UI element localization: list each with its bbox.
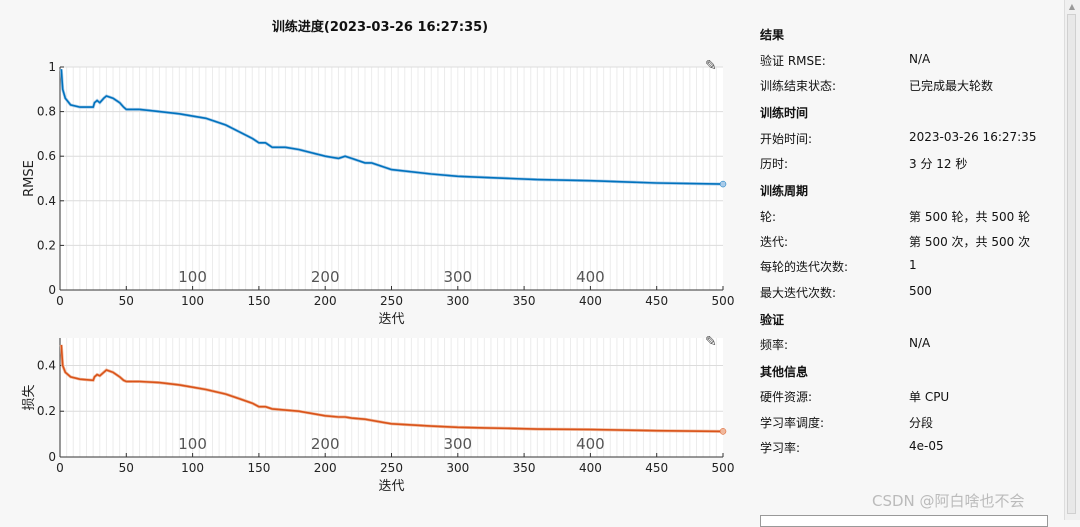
- x-tick-label: 450: [645, 294, 668, 308]
- epoch-label: 100: [178, 268, 207, 286]
- epoch-label: 200: [311, 268, 340, 286]
- epoch-label: 100: [178, 435, 207, 453]
- y-tick-label: 0.4: [37, 358, 56, 372]
- info-value: 第 500 次，共 500 次: [909, 235, 1031, 249]
- series-line: [60, 69, 724, 185]
- edit-axes-icon[interactable]: ✎: [705, 334, 717, 350]
- window-title: 训练进度(2023-03-26 16:27:35): [271, 20, 489, 35]
- x-tick-label: 150: [247, 294, 270, 308]
- y-axis-label: 损失: [22, 384, 37, 410]
- info-panel: 结果 验证 RMSE: N/A 训练结束状态: 已完成最大轮数 训练时间 开始时…: [752, 0, 1062, 520]
- x-tick-label: 250: [380, 294, 403, 308]
- section-heading-training-cycle: 训练周期: [760, 184, 809, 198]
- x-tick-label: 300: [446, 461, 469, 475]
- x-axis-label: 迭代: [378, 479, 404, 494]
- x-tick-label: 200: [314, 294, 337, 308]
- info-value: 分段: [909, 416, 934, 430]
- info-value: 2023-03-26 16:27:35: [909, 130, 1037, 144]
- rmse-plot: 0 50 100 150 200 250 300 350 400 450 500 0 0.2 0.4 0.6…: [22, 60, 735, 327]
- info-label: 每轮的迭代次数:: [760, 260, 849, 274]
- epoch-label: 300: [443, 268, 472, 286]
- info-value: 3 分 12 秒: [909, 157, 968, 171]
- x-tick-label: 400: [579, 294, 602, 308]
- x-tick-label: 250: [380, 461, 403, 475]
- info-value: 500: [909, 284, 932, 298]
- x-tick-label: 150: [247, 461, 270, 475]
- x-tick-label: 100: [181, 294, 204, 308]
- info-value: 已完成最大轮数: [909, 79, 994, 93]
- info-label: 学习率调度:: [760, 416, 825, 430]
- info-label: 最大迭代次数:: [760, 286, 837, 300]
- x-tick-label: 350: [513, 294, 536, 308]
- info-label: 硬件资源:: [760, 390, 813, 404]
- info-value: N/A: [909, 52, 931, 66]
- series-line: [60, 344, 724, 433]
- edit-axes-icon[interactable]: ✎: [705, 58, 717, 74]
- epoch-label: 400: [576, 268, 605, 286]
- info-label: 学习率:: [760, 441, 801, 455]
- series-end-marker: [719, 180, 727, 188]
- section-heading-results: 结果: [760, 28, 785, 42]
- info-value: 1: [909, 258, 917, 272]
- info-label: 迭代:: [760, 235, 789, 249]
- x-tick-label: 100: [181, 461, 204, 475]
- info-label: 开始时间:: [760, 132, 813, 146]
- x-tick-label: 200: [314, 461, 337, 475]
- info-label: 训练结束状态:: [760, 79, 837, 93]
- scrollbar-thumb[interactable]: [1067, 14, 1076, 514]
- y-axis-label: RMSE: [22, 160, 37, 197]
- epoch-label: 400: [576, 435, 605, 453]
- watermark: CSDN @阿白啥也不会: [872, 492, 1025, 510]
- series-end-marker: [719, 428, 727, 435]
- y-tick-label: 0.4: [37, 194, 56, 208]
- x-tick-label: 50: [119, 461, 134, 475]
- y-tick-label: 1: [48, 60, 56, 74]
- x-tick-label: 0: [56, 461, 64, 475]
- y-tick-label: 0: [48, 450, 56, 464]
- info-label: 历时:: [760, 157, 789, 171]
- y-tick-label: 0: [48, 283, 56, 297]
- section-heading-validation: 验证: [760, 313, 785, 327]
- x-tick-label: 500: [712, 461, 735, 475]
- bottom-panel-box: [760, 515, 1048, 527]
- section-heading-training-time: 训练时间: [760, 106, 809, 120]
- x-tick-label: 350: [513, 461, 536, 475]
- x-tick-label: 450: [645, 461, 668, 475]
- x-tick-label: 0: [56, 294, 64, 308]
- info-value: 第 500 轮，共 500 轮: [909, 210, 1031, 224]
- section-heading-other-info: 其他信息: [760, 365, 809, 379]
- x-tick-label: 300: [446, 294, 469, 308]
- epoch-label: 200: [311, 435, 340, 453]
- loss-plot: 0 50 100 150 200 250 300 350 400 450 500 0 0.2 0.4 100…: [22, 338, 735, 494]
- x-tick-label: 400: [579, 461, 602, 475]
- y-tick-label: 0.2: [37, 238, 56, 252]
- info-value: N/A: [909, 336, 931, 350]
- epoch-label: 300: [443, 435, 472, 453]
- x-tick-label: 50: [119, 294, 134, 308]
- y-tick-label: 0.6: [37, 149, 56, 163]
- x-axis-label: 迭代: [378, 312, 404, 327]
- info-value: 单 CPU: [909, 390, 950, 404]
- y-tick-label: 0.8: [37, 105, 56, 119]
- x-tick-label: 500: [712, 294, 735, 308]
- info-label: 频率:: [760, 338, 789, 352]
- scroll-up-arrow-icon[interactable]: ▲: [1068, 2, 1076, 11]
- info-value: 4e-05: [909, 439, 944, 453]
- info-label: 验证 RMSE:: [760, 54, 826, 68]
- info-label: 轮:: [760, 210, 777, 224]
- y-tick-label: 0.2: [37, 404, 56, 418]
